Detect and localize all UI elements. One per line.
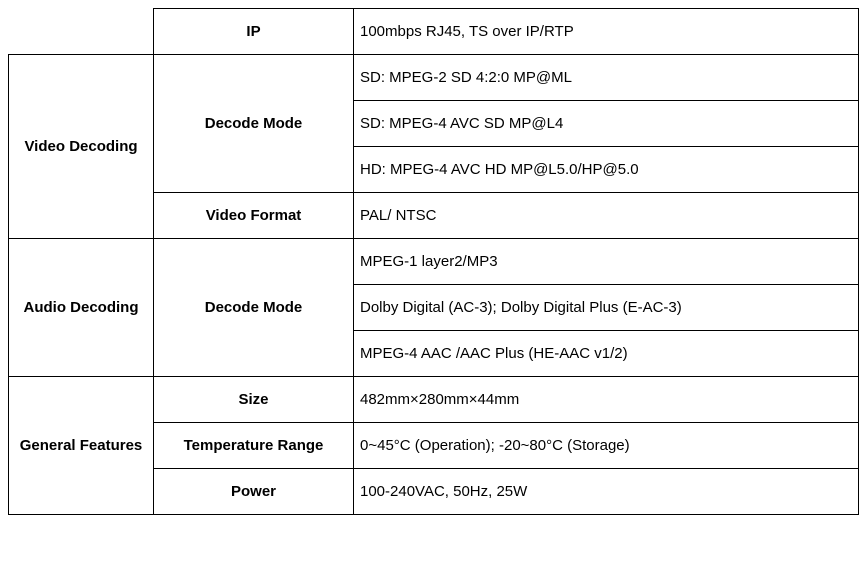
cell-video-decode-mode-2: HD: MPEG-4 AVC HD MP@L5.0/HP@5.0 [354,147,859,193]
cell-audio-decoding-category: Audio Decoding [9,239,154,377]
cell-general-features-category: General Features [9,377,154,515]
cell-ip-label: IP [154,9,354,55]
cell-category-empty [9,9,154,55]
cell-temp-label: Temperature Range [154,423,354,469]
cell-power-label: Power [154,469,354,515]
table-row: IP 100mbps RJ45, TS over IP/RTP [9,9,859,55]
cell-audio-decode-mode-1: Dolby Digital (AC-3); Dolby Digital Plus… [354,285,859,331]
cell-audio-decode-mode-label: Decode Mode [154,239,354,377]
cell-size-value: 482mm×280mm×44mm [354,377,859,423]
cell-temp-value: 0~45°C (Operation); -20~80°C (Storage) [354,423,859,469]
specs-table: IP 100mbps RJ45, TS over IP/RTP Video De… [8,8,859,515]
cell-audio-decode-mode-2: MPEG-4 AAC /AAC Plus (HE-AAC v1/2) [354,331,859,377]
cell-ip-value: 100mbps RJ45, TS over IP/RTP [354,9,859,55]
cell-audio-decode-mode-0: MPEG-1 layer2/MP3 [354,239,859,285]
cell-power-value: 100-240VAC, 50Hz, 25W [354,469,859,515]
cell-video-decode-mode-1: SD: MPEG-4 AVC SD MP@L4 [354,101,859,147]
cell-video-format-value: PAL/ NTSC [354,193,859,239]
cell-video-format-label: Video Format [154,193,354,239]
table-row: Video Decoding Decode Mode SD: MPEG-2 SD… [9,55,859,101]
cell-size-label: Size [154,377,354,423]
table-row: Audio Decoding Decode Mode MPEG-1 layer2… [9,239,859,285]
cell-video-decode-mode-label: Decode Mode [154,55,354,193]
cell-video-decode-mode-0: SD: MPEG-2 SD 4:2:0 MP@ML [354,55,859,101]
table-row: General Features Size 482mm×280mm×44mm [9,377,859,423]
cell-video-decoding-category: Video Decoding [9,55,154,239]
